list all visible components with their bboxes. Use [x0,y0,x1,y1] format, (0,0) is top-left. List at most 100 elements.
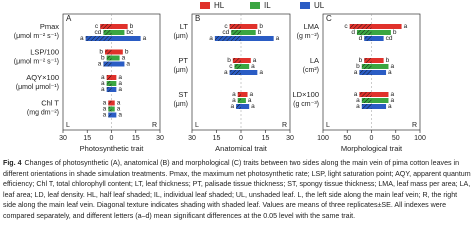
x-tick-label: 30 [188,135,196,142]
side-label: R [282,122,287,129]
category-label: ST [178,90,188,99]
bar-left [361,98,372,103]
letter-label: a [117,106,121,113]
letter-label: a [101,80,105,87]
letter-label: a [388,69,392,76]
letter-label: a [230,103,234,110]
letter-label: b [386,57,390,64]
bar-left [85,36,112,41]
bar-left [103,61,112,67]
side-label: L [326,122,330,129]
bar-right [371,64,389,69]
letter-label: a [356,103,360,110]
letter-label: a [253,57,257,64]
letter-label: a [354,91,358,98]
bar-right [111,106,115,112]
bar-right [371,30,391,35]
letter-label: a [143,35,147,42]
x-tick-label: 15 [213,135,221,142]
letter-label: a [98,61,102,68]
legend-label: HL [214,1,225,10]
letter-label: a [101,74,105,81]
category-label: LSP/100 [30,47,59,56]
letter-label: cd [386,35,393,42]
bar-right [241,30,256,35]
bar-right [371,36,384,41]
bar-right [241,58,251,63]
letter-label: a [122,55,126,62]
x-tick-label: 30 [286,135,294,142]
letter-label: b [258,29,262,36]
bar-right [371,24,402,29]
panel-letter: B [195,14,200,23]
category-label: Pmax [40,22,59,31]
letter-label: a [388,103,392,110]
category-label: LT [180,22,189,31]
letter-label: a [259,69,263,76]
bar-right [111,55,120,61]
letter-label: c [95,23,99,30]
legend-label: IL [264,1,271,10]
bar-left [231,30,241,35]
bar-right [111,49,123,55]
bar-right [111,81,117,86]
bar-right [111,112,117,118]
letter-label: a [404,23,408,30]
letter-label: c [344,23,348,30]
bar-right [241,70,258,75]
bar-left [359,70,372,75]
letter-label: a [390,97,394,104]
panel-letter: A [66,14,72,23]
x-tick-label: 30 [59,135,67,142]
bar-right [111,100,115,106]
letter-label: a [356,97,360,104]
caption: Fig. 4 Changes of photosynthetic (A), ana… [3,158,471,222]
x-tick-label: 100 [414,135,426,142]
bar-left [229,24,241,29]
letter-label: bc [126,29,134,36]
side-label: L [66,122,70,129]
legend-swatch [300,2,310,9]
category-unit: (g m⁻²) [297,33,319,40]
letter-label: a [251,63,255,70]
x-tick-label: 0 [239,135,243,142]
bar-right [241,92,248,97]
bar-left [349,24,372,29]
bar-right [371,98,389,103]
x-tick-label: 100 [317,135,329,142]
bar-right [111,30,125,35]
bar-left [108,106,112,112]
letter-label: b [356,63,360,70]
bar-left [103,30,112,35]
bar-left [356,30,372,35]
bar-right [111,87,117,92]
side-label: R [412,122,417,129]
bar-left [237,92,241,97]
letter-label: c [224,23,228,30]
letter-label: a [126,61,130,68]
letter-label: a [209,35,213,42]
x-axis-label: Photosynthetic trait [80,144,145,153]
letter-label: b [393,29,397,36]
figure: HL IL UL A L R 30 15 0 15 30 Photosynthetic trait Pm… [14,1,426,153]
letter-label: a [390,91,394,98]
legend-swatch [250,2,260,9]
letter-label: a [101,86,105,93]
category-label: Chl T [41,98,59,107]
letter-label: a [118,112,122,119]
bar-left [106,81,112,86]
category-unit: (cm²) [303,67,319,74]
panel-letter: C [326,14,332,23]
x-tick-label: 30 [156,135,164,142]
bar-left [108,112,112,118]
bar-right [241,36,274,41]
x-tick-label: 15 [83,135,91,142]
letter-label: a [232,97,236,104]
bar-right [241,24,258,29]
letter-label: b [359,57,363,64]
bar-left [214,36,241,41]
letter-label: a [250,91,254,98]
category-label: LA [310,56,319,65]
bar-right [371,70,387,75]
bar-left [237,98,241,103]
